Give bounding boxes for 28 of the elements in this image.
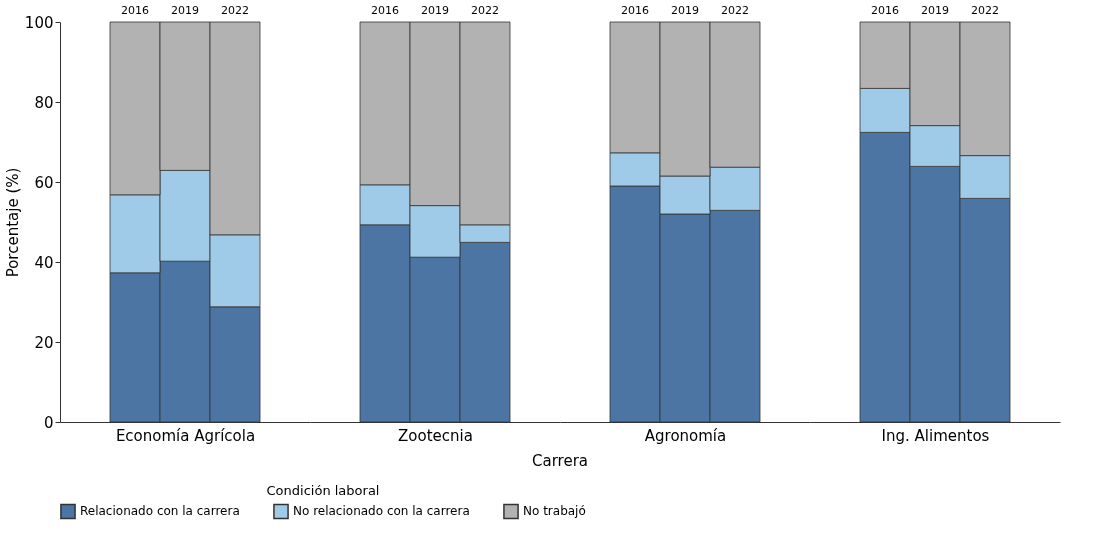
x-tick-label: 2016 [371,4,399,17]
y-tick-label: 80 [34,93,54,112]
legend-title: Condición laboral [266,483,380,498]
x-tick-label: 2016 [621,4,649,17]
text: Carrera [532,452,588,470]
y-tick-label: 100 [24,13,54,32]
x-tick-label: 2022 [971,4,999,17]
x-tick-label: 2019 [421,4,449,17]
x-tick-label: 2016 [871,4,899,17]
y-axis-title: Porcentaje (%) [3,167,22,278]
x-tick-label: 2019 [171,4,199,17]
x-axis-title: Ing. Alimentos [881,426,990,445]
x-tick-label: 2019 [671,4,699,17]
x-axis-title: Agronomía [644,426,727,445]
x-tick-label: 2022 [221,4,249,17]
y-tick-label: 0 [43,413,54,432]
x-tick-label: 2016 [121,4,149,17]
x-tick-label: 2022 [471,4,499,17]
x-axis-title: Zootecnia [398,426,473,445]
x-tick-label: 2019 [921,4,949,17]
legend-label: No relacionado con la carrera [293,504,470,519]
x-tick-label: 2022 [721,4,749,17]
y-tick-label: 40 [34,253,54,272]
y-tick-label: 20 [34,333,54,352]
legend-label: No trabajó [523,504,586,519]
x-axis-title: Economía Agrícola [115,426,256,445]
y-tick-label: 60 [34,173,54,192]
legend-label: Relacionado con la carrera [80,504,240,519]
